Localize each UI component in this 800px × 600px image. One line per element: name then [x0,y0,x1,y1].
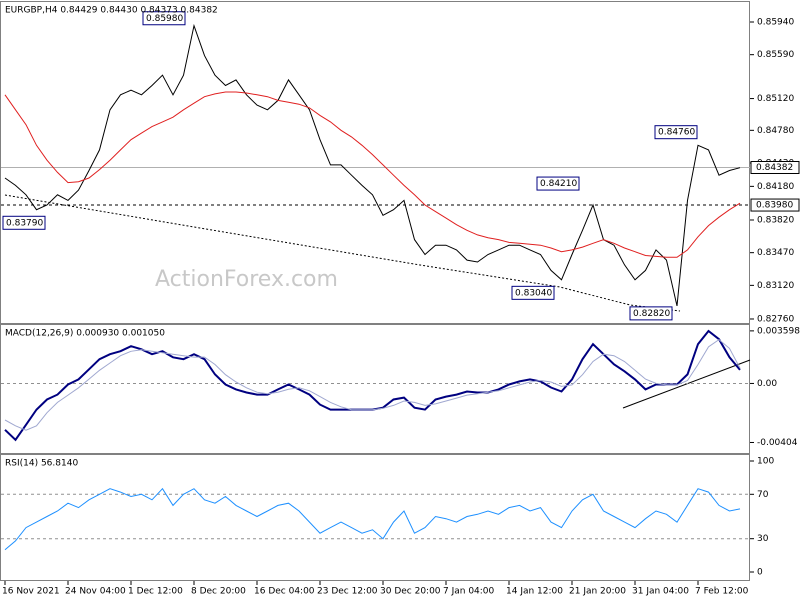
y-tick-label: 30 [757,534,769,544]
trendline [4,194,681,312]
y-tick-label: 0 [757,568,763,578]
macd-panel [0,324,750,454]
annotation-box [2,215,46,230]
annotation-label: 0.82820 [633,309,670,319]
x-tick-label: 16 Dec 04:00 [254,587,315,597]
rsi-panel [0,454,750,581]
x-tick-label: 24 Nov 04:00 [65,587,126,597]
y-tick-label: 70 [757,490,769,500]
y-tick-label: 0.83820 [757,215,794,225]
annotation-label: 0.83790 [6,218,43,228]
y-tick-label: 0.83120 [757,281,794,291]
macd-trendline [622,359,751,409]
series-line [4,91,741,258]
price-panel [0,1,750,324]
y-tick-label: 0.85940 [757,17,794,27]
x-tick-label: 21 Jan 20:00 [569,587,626,597]
panel-title: EURGBP,H4 0.84429 0.84430 0.84373 0.8438… [5,6,218,16]
annotation-box [511,285,555,300]
price-tag [750,160,800,174]
series-line [4,487,741,551]
annotation-label: 0.84210 [540,179,577,189]
x-tick-label: 16 Nov 2021 [2,587,60,597]
y-tick-label: -0.00404 [757,438,798,448]
y-tick-label: 0.83470 [757,248,794,258]
watermark: ActionForex.com [155,267,338,292]
series-line [4,338,741,431]
annotation-box [654,125,698,140]
series-line [4,23,741,307]
price-tag-label: 0.84382 [756,163,793,173]
annotation-box [536,176,580,191]
x-tick-label: 31 Jan 04:00 [632,587,689,597]
y-tick-label: 0.00 [757,379,777,389]
annotation-label: 0.85980 [146,14,183,24]
y-tick-label: 0.84780 [757,126,794,136]
x-tick-label: 30 Dec 20:00 [380,587,441,597]
price-tag [750,198,800,212]
x-tick-label: 7 Feb 12:00 [695,587,749,597]
annotation-box [142,11,186,26]
panel-title: MACD(12,26,9) 0.000930 0.001050 [5,329,165,339]
y-tick-label: 0.003598 [757,326,800,336]
y-tick-label: 0.85120 [757,94,794,104]
x-tick-label: 23 Dec 12:00 [317,587,378,597]
annotation-label: 0.83040 [515,288,552,298]
x-tick-label: 1 Dec 12:00 [128,587,183,597]
annotation-box [629,306,673,321]
panel-title: RSI(14) 56.8140 [5,459,78,469]
y-tick-label: 0.84180 [757,182,794,192]
y-tick-label: 100 [757,456,774,466]
y-tick-label: 0.85590 [757,50,794,60]
x-tick-label: 8 Dec 20:00 [191,587,246,597]
annotation-label: 0.84760 [658,128,695,138]
x-tick-label: 7 Jan 04:00 [443,587,495,597]
y-tick-label: 0.82760 [757,314,794,324]
x-tick-label: 14 Jan 12:00 [506,587,563,597]
price-tag-label: 0.83980 [756,201,793,211]
